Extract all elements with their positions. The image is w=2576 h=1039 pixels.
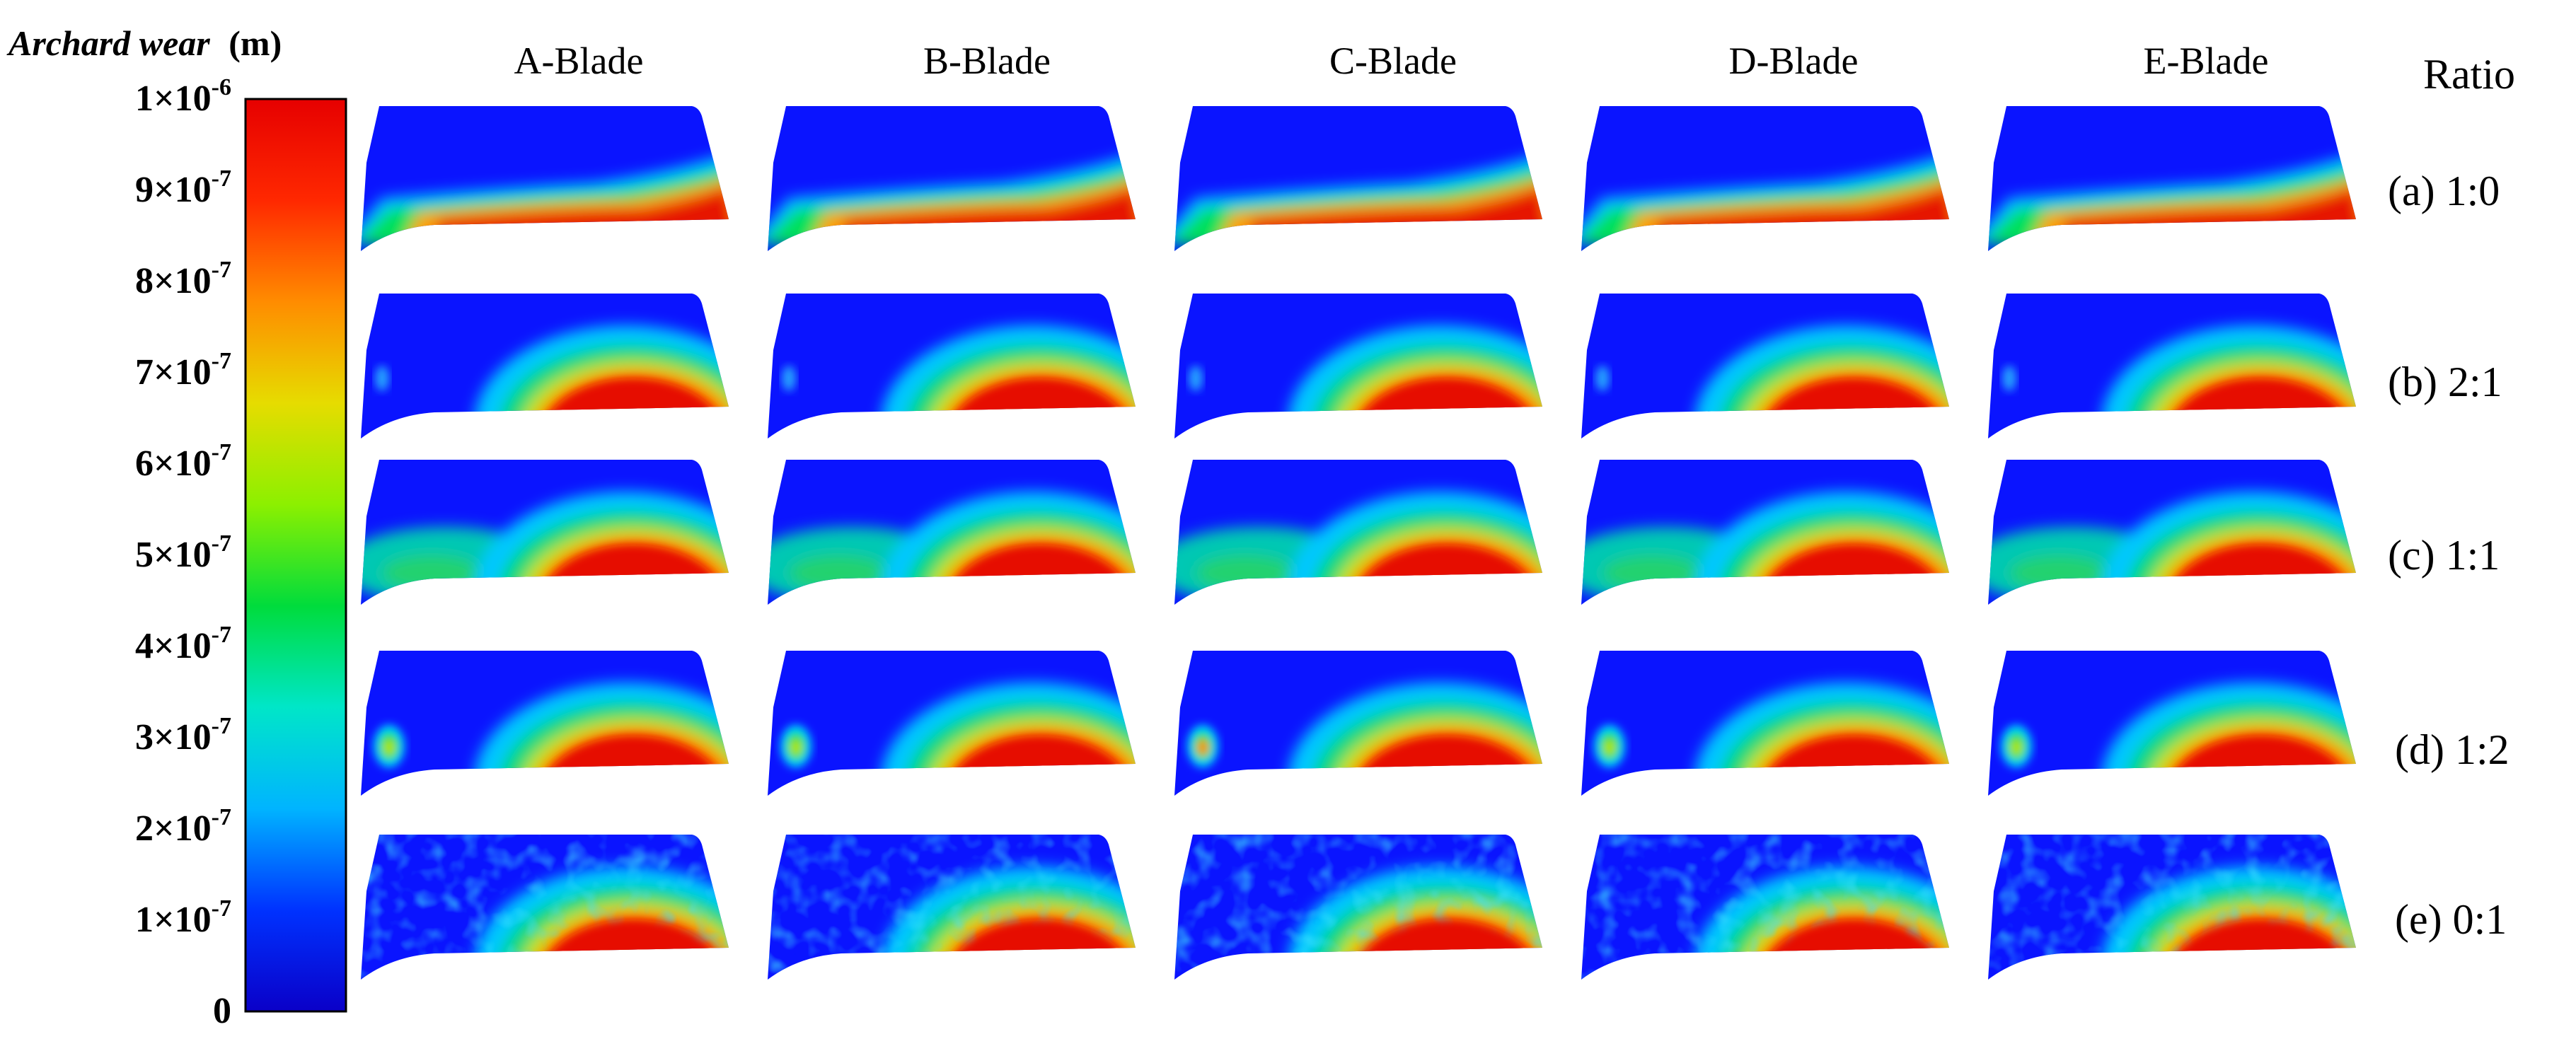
column-header-d: D-Blade [1729,40,1859,82]
column-header-b: B-Blade [923,40,1051,82]
row-label-d: (d) 1:2 [2395,726,2509,773]
row-label-e: (e) 0:1 [2395,896,2507,943]
colorbar [244,98,347,1013]
colorbar-tick-label: 3×10-7 [135,713,231,758]
blade-panel [1581,835,1949,980]
colorbar-tick-label: 9×10-7 [135,166,231,210]
column-header-e: E-Blade [2144,40,2269,82]
column-header-c: C-Blade [1329,40,1457,82]
blade-panel [361,106,729,251]
blade-panel-grid [361,106,2356,980]
blade-panel [768,835,1136,980]
colorbar-tick-label: 6×10-7 [135,439,231,484]
legend-title-text: Archard wear [6,23,210,63]
row-label-b: (b) 2:1 [2388,359,2502,405]
row-label-c: (c) 1:1 [2388,532,2500,579]
colorbar-tick-label: 8×10-7 [135,257,231,301]
column-headers: A-Blade B-Blade C-Blade D-Blade E-Blade [514,40,2269,82]
blade-panel [361,835,729,980]
colorbar-tick-label: 1×10-7 [135,895,231,940]
colorbar-tick-label: 1×10-6 [135,74,231,119]
colorbar-tick-label: 7×10-7 [135,348,231,393]
blade-panel [1581,106,1949,251]
blade-panel [1988,106,2356,251]
blade-panel [1174,835,1542,980]
blade-panel [768,106,1136,251]
colorbar-tick-labels: 1×10-6 9×10-7 8×10-7 7×10-7 6×10-7 5×10-7 4×10… [135,74,231,1031]
legend-unit: (m) [229,23,282,63]
blade-panel [1174,106,1542,251]
blade-panel [1988,835,2356,980]
colorbar-tick-label: 4×10-7 [135,622,231,666]
colorbar-tick-label: 5×10-7 [135,530,231,575]
colorbar-tick-label: 0 [213,991,231,1031]
legend-title: Archard wear (m) [6,23,282,63]
column-header-a: A-Blade [514,40,644,82]
row-labels: (a) 1:0 (b) 2:1 (c) 1:1 (d) 1:2 (e) 0:1 [2388,168,2509,943]
ratio-header: Ratio [2423,51,2515,98]
row-label-a: (a) 1:0 [2388,168,2500,214]
colorbar-tick-label: 2×10-7 [135,804,231,849]
